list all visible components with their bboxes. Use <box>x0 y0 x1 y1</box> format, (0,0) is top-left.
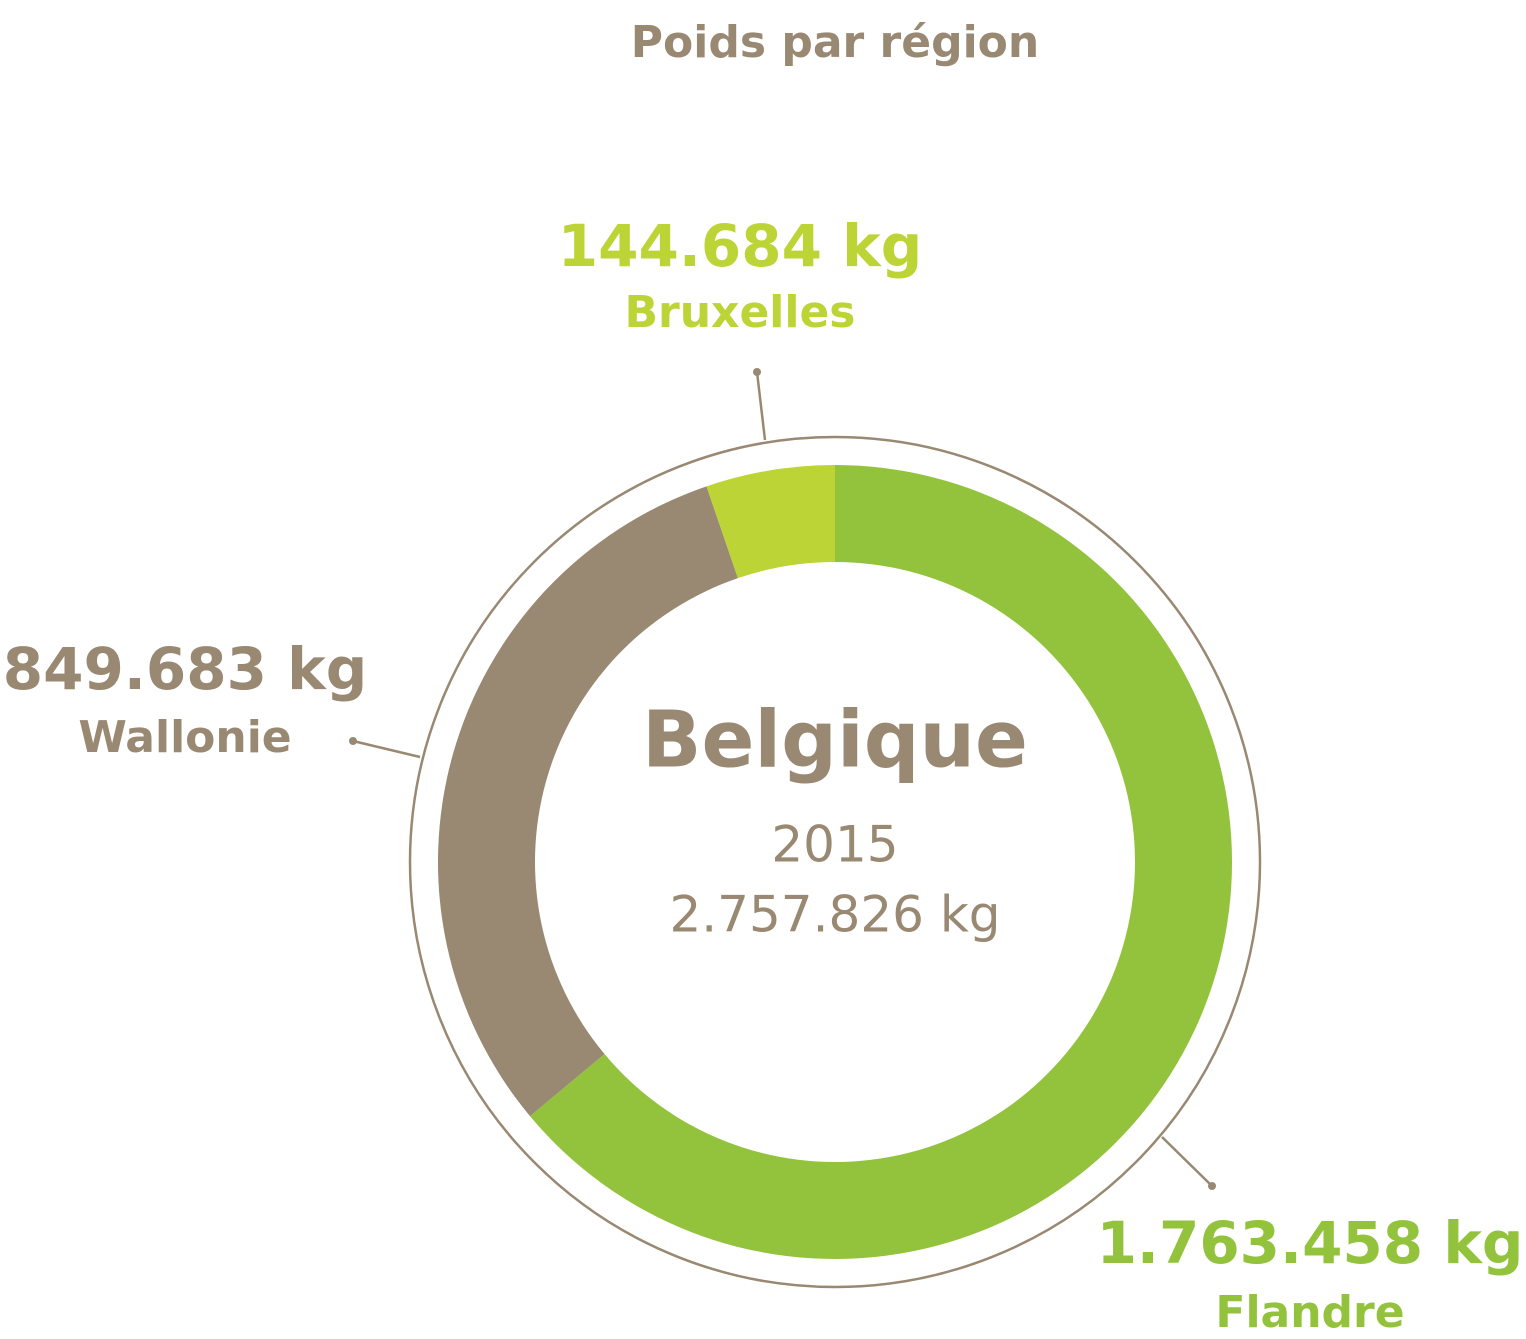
value-label: 144.684 kg <box>558 212 922 280</box>
chart-title: Poids par région <box>631 17 1039 68</box>
leader-line <box>352 739 421 759</box>
value-label: 849.683 kg <box>3 635 367 703</box>
center-title: Belgique <box>642 695 1028 785</box>
category-label: Bruxelles <box>625 287 856 338</box>
category-label: Wallonie <box>78 712 291 763</box>
center-total: 2.757.826 kg <box>669 886 1000 944</box>
leader-dot <box>753 368 761 376</box>
donut-segment <box>438 486 738 1117</box>
value-label: 1.763.458 kg <box>1097 1209 1524 1277</box>
center-year: 2015 <box>771 816 898 874</box>
donut-segment <box>530 465 1232 1259</box>
donut-segment <box>706 465 835 579</box>
category-label: Flandre <box>1215 1287 1404 1338</box>
leader-dot <box>1208 1182 1216 1190</box>
outer-ring <box>408 435 1262 1289</box>
leader-dot <box>349 737 357 745</box>
leader-line <box>755 371 767 441</box>
leader-line <box>1161 1136 1213 1187</box>
